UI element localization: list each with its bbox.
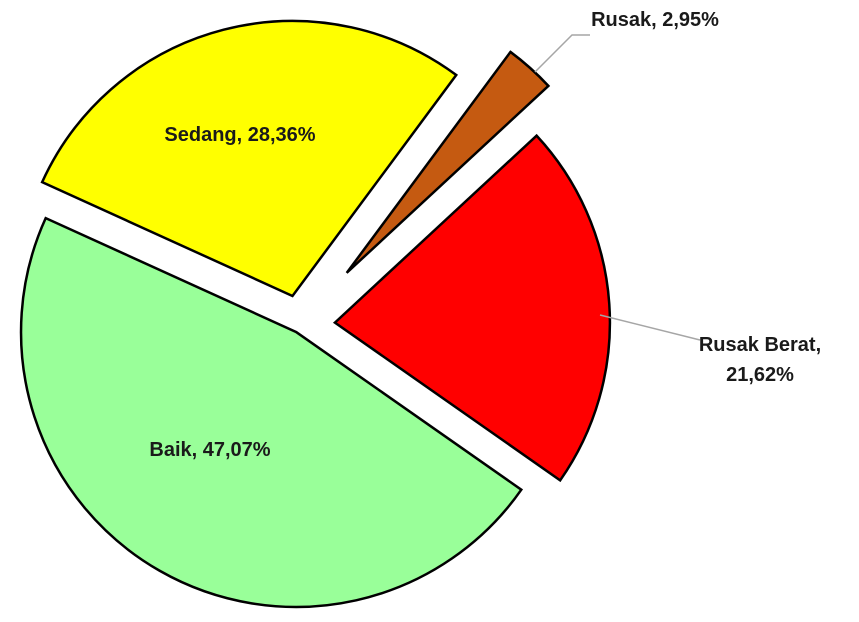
data-label: Baik, 47,07%	[149, 439, 271, 461]
pie-slice	[19, 216, 524, 609]
data-label: Sedang, 28,36%	[164, 124, 316, 146]
data-label: Rusak Berat, 21,62%	[698, 334, 822, 386]
data-label: Rusak, 2,95%	[591, 9, 719, 31]
leader-line	[599, 314, 701, 341]
pie-slice	[345, 50, 551, 274]
pie-slice	[332, 133, 612, 483]
leader-line	[534, 34, 590, 73]
pie-slice	[40, 19, 458, 298]
